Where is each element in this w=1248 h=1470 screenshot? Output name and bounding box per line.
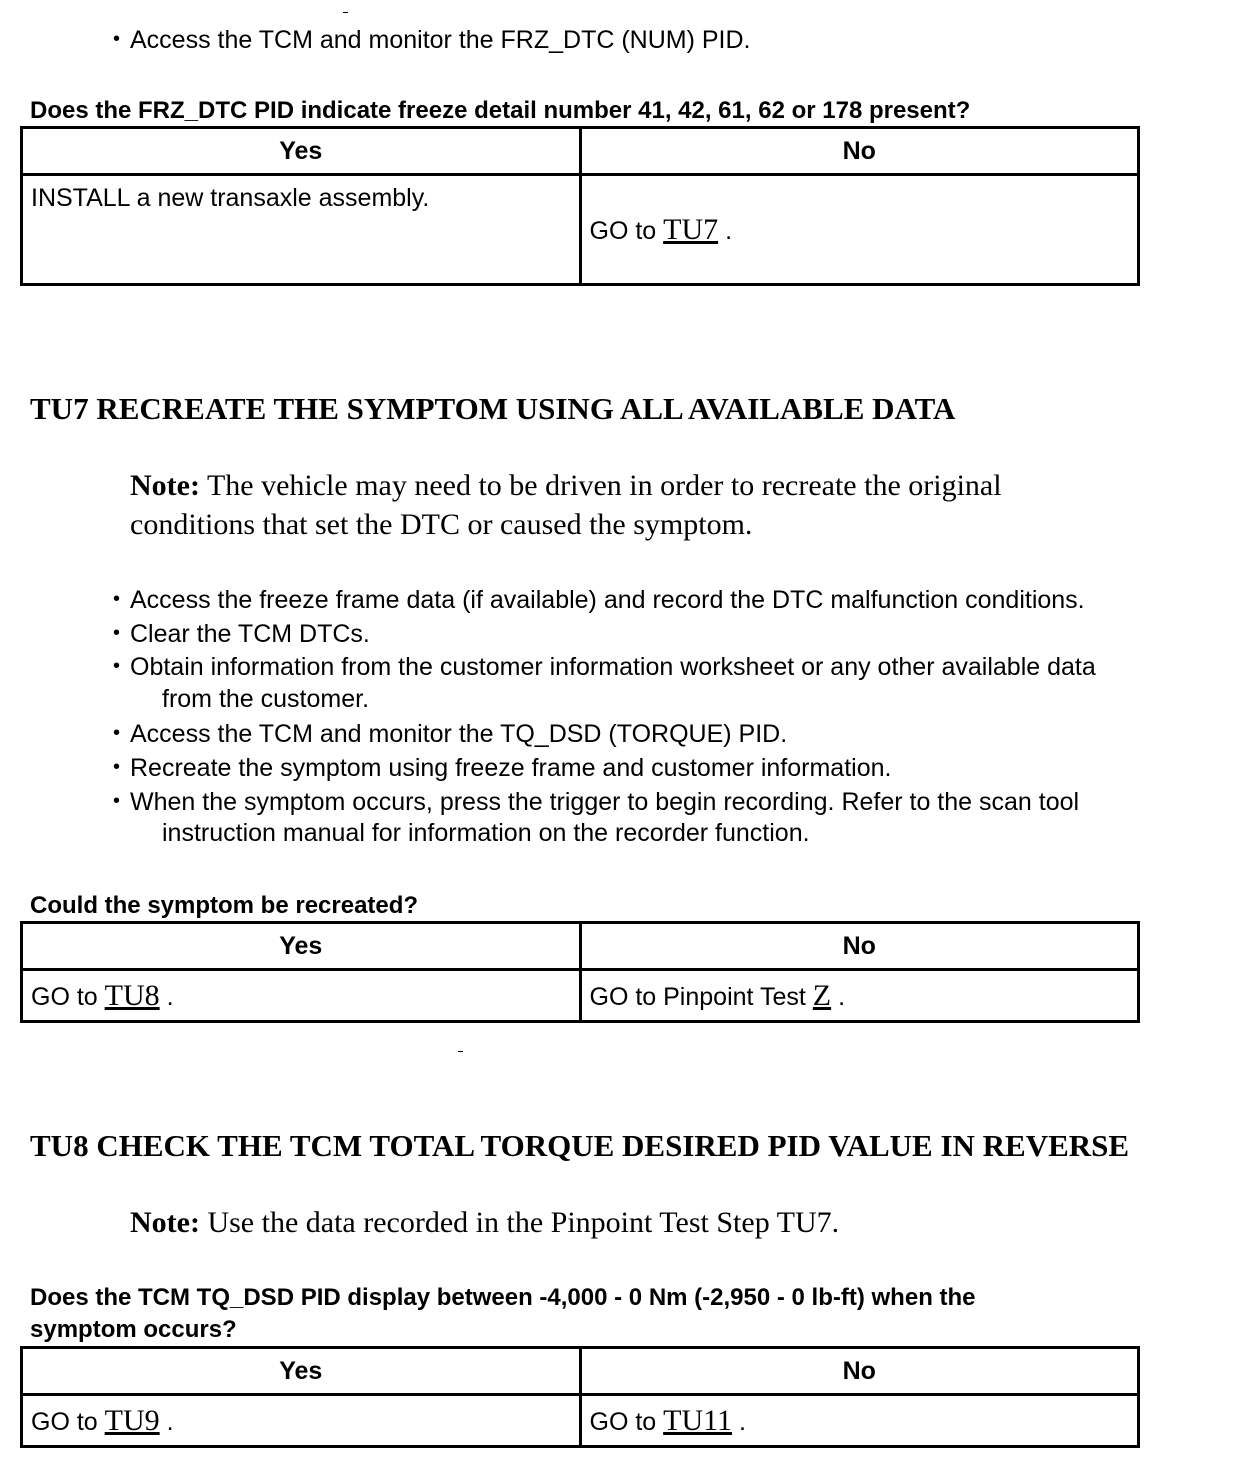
note-label: Note: (130, 1206, 200, 1239)
bullet-item: When the symptom occurs, press the trigg… (113, 788, 1079, 817)
cell-text: . (725, 216, 733, 245)
no-cell: GO to TU11 . (578, 1393, 1140, 1448)
note-text: conditions that set the DTC or caused th… (130, 508, 753, 541)
yes-no-table: Yes No GO to TU9 . GO to TU11 . (20, 1346, 1140, 1448)
section-heading: TU8 CHECK THE TCM TOTAL TORQUE DESIRED P… (30, 1128, 1130, 1163)
bullet-item: Obtain information from the customer inf… (113, 653, 1096, 682)
yes-cell: GO to TU8 . (20, 968, 582, 1023)
section-heading: TU7 RECREATE THE SYMPTOM USING ALL AVAIL… (30, 391, 956, 426)
cell-text: GO to (589, 1407, 657, 1436)
bullet-continuation: instruction manual for information on th… (162, 819, 810, 847)
link-tu9[interactable]: TU9 (104, 1403, 160, 1437)
yes-cell: GO to TU9 . (20, 1393, 582, 1448)
note-text: Use the data recorded in the Pinpoint Te… (207, 1206, 840, 1239)
link-tu11[interactable]: TU11 (663, 1403, 733, 1437)
no-header: No (578, 126, 1140, 176)
no-cell: GO to TU7 . (578, 173, 1140, 286)
cell-text: . (738, 1407, 746, 1436)
question-text: Does the TCM TQ_DSD PID display between … (30, 1284, 976, 1311)
bullet-item: Access the TCM and monitor the FRZ_DTC (… (113, 26, 751, 55)
no-cell: GO to Pinpoint Test Z . (578, 968, 1140, 1023)
question-text: Does the FRZ_DTC PID indicate freeze det… (30, 97, 971, 124)
link-pinpoint-z[interactable]: Z (812, 978, 832, 1012)
bullet-continuation: from the customer. (162, 685, 370, 713)
link-tu8[interactable]: TU8 (104, 978, 160, 1012)
bullet-item: Recreate the symptom using freeze frame … (113, 754, 891, 783)
cell-text: . (166, 1407, 174, 1436)
bullet-item: Clear the TCM DTCs. (113, 620, 370, 649)
note: Note: Use the data recorded in the Pinpo… (130, 1206, 839, 1240)
divider-mark (458, 1051, 463, 1052)
cell-text: GO to Pinpoint Test (589, 982, 806, 1011)
cell-text: . (166, 982, 174, 1011)
yes-cell: INSTALL a new transaxle assembly. (20, 173, 582, 286)
cell-text: GO to (589, 216, 657, 245)
yes-header: Yes (20, 126, 582, 176)
bullet-item: Access the TCM and monitor the TQ_DSD (T… (113, 720, 787, 749)
yes-header: Yes (20, 1346, 582, 1396)
cell-text: GO to (31, 1407, 98, 1436)
no-header: No (578, 921, 1140, 971)
question-text: symptom occurs? (30, 1316, 237, 1343)
note-text: The vehicle may need to be driven in ord… (206, 469, 1002, 502)
yes-no-table: Yes No GO to TU8 . GO to Pinpoint Test Z … (20, 921, 1140, 1023)
yes-header: Yes (20, 921, 582, 971)
bullet-item: Access the freeze frame data (if availab… (113, 586, 1085, 615)
no-header: No (578, 1346, 1140, 1396)
link-tu7[interactable]: TU7 (663, 212, 719, 246)
note: Note: The vehicle may need to be driven … (130, 469, 1002, 503)
note-label: Note: (130, 469, 200, 502)
yes-no-table: Yes No INSTALL a new transaxle assembly. … (20, 126, 1140, 286)
cell-text: GO to (31, 982, 98, 1011)
question-text: Could the symptom be recreated? (30, 892, 419, 919)
cell-text: . (838, 982, 846, 1011)
divider-mark (343, 12, 348, 13)
